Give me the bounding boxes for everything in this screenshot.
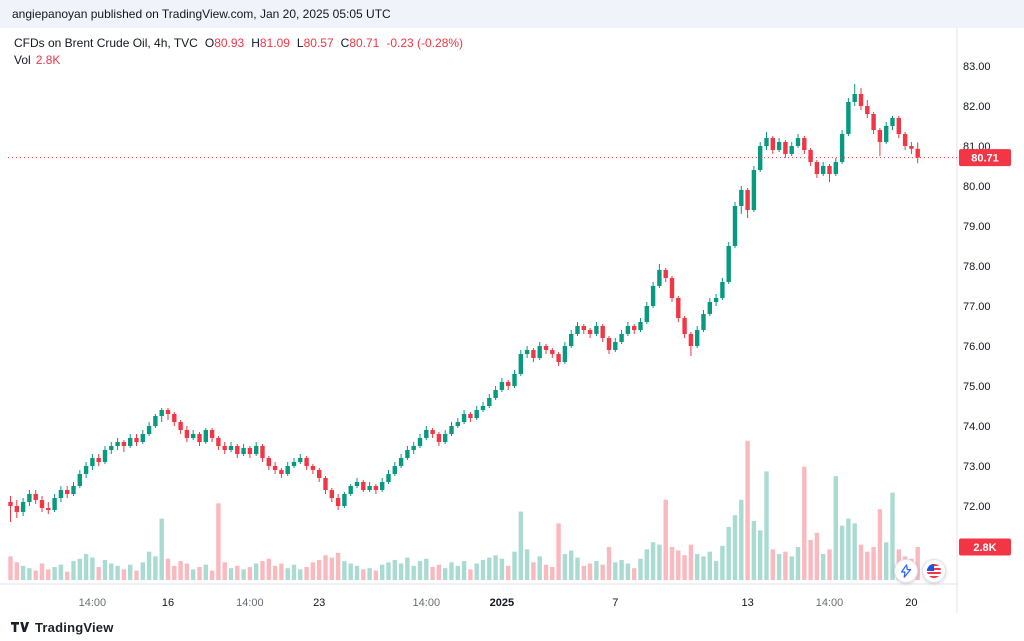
svg-text:78.00: 78.00 bbox=[963, 261, 991, 273]
chart-legend: CFDs on Brent Crude Oil, 4h, TVC O80.93 H8… bbox=[14, 36, 463, 68]
time-axis: 14:00 16 14:00 23 14:00 2025 7 13 14:00 20 bbox=[79, 597, 918, 609]
tradingview-logo-icon bbox=[11, 622, 30, 632]
candle-series bbox=[8, 84, 920, 522]
last-volume-badge bbox=[959, 538, 1011, 556]
svg-text:16: 16 bbox=[162, 597, 174, 609]
last-price-badge bbox=[959, 149, 1011, 167]
chart-region: 83.00 82.00 81.00 80.00 79.00 78.00 77.00 76.00… bbox=[0, 28, 1024, 613]
footer: TradingView bbox=[0, 613, 1024, 641]
ohlc-low: L80.57 bbox=[296, 36, 334, 50]
svg-text:2.8K: 2.8K bbox=[973, 542, 996, 554]
svg-text:14:00: 14:00 bbox=[816, 597, 844, 609]
svg-text:80.71: 80.71 bbox=[971, 153, 999, 165]
svg-text:14:00: 14:00 bbox=[79, 597, 107, 609]
attribution-bar: angiepanoyan published on TradingView.co… bbox=[0, 0, 1024, 28]
svg-text:7: 7 bbox=[612, 597, 618, 609]
boost-button[interactable] bbox=[894, 559, 918, 583]
svg-text:72.00: 72.00 bbox=[963, 501, 991, 513]
svg-text:23: 23 bbox=[313, 597, 325, 609]
volume-value: 2.8K bbox=[35, 53, 61, 67]
volume-label: Vol bbox=[14, 53, 31, 67]
svg-text:77.00: 77.00 bbox=[963, 301, 991, 313]
ohlc-high: H81.09 bbox=[251, 36, 290, 50]
svg-text:79.00: 79.00 bbox=[963, 221, 991, 233]
svg-text:75.00: 75.00 bbox=[963, 381, 991, 393]
svg-text:82.00: 82.00 bbox=[963, 101, 991, 113]
flag-button[interactable] bbox=[922, 559, 946, 583]
tradingview-logo[interactable]: TradingView bbox=[10, 619, 114, 635]
svg-text:2025: 2025 bbox=[490, 597, 514, 609]
change-value: -0.23 (-0.28%) bbox=[386, 36, 464, 50]
us-flag-icon bbox=[927, 564, 941, 578]
svg-text:20: 20 bbox=[905, 597, 917, 609]
svg-text:73.00: 73.00 bbox=[963, 461, 991, 473]
price-chart[interactable]: 83.0082.0081.0080.0079.0078.0077.0076.00… bbox=[0, 28, 1024, 613]
price-axis: 83.0082.0081.0080.0079.0078.0077.0076.00… bbox=[963, 61, 991, 513]
symbol-title[interactable]: CFDs on Brent Crude Oil, 4h, TVC bbox=[14, 36, 198, 50]
lightning-icon bbox=[901, 564, 912, 578]
attribution-text: angiepanoyan published on TradingView.co… bbox=[12, 7, 391, 21]
axis-separators bbox=[0, 28, 958, 613]
chart-action-buttons bbox=[894, 559, 946, 583]
svg-text:80.00: 80.00 bbox=[963, 181, 991, 193]
svg-text:74.00: 74.00 bbox=[963, 421, 991, 433]
svg-text:76.00: 76.00 bbox=[963, 341, 991, 353]
legend-row-ohlc: CFDs on Brent Crude Oil, 4h, TVC O80.93 H8… bbox=[14, 36, 463, 51]
svg-text:14:00: 14:00 bbox=[236, 597, 264, 609]
svg-text:13: 13 bbox=[741, 597, 753, 609]
volume-series bbox=[8, 440, 920, 580]
tradingview-wordmark: TradingView bbox=[35, 619, 114, 635]
ohlc-close: C80.71 bbox=[340, 36, 380, 50]
axis-badges: 80.71 2.8K bbox=[959, 149, 1011, 556]
svg-text:83.00: 83.00 bbox=[963, 61, 991, 73]
ohlc-open: O80.93 bbox=[204, 36, 245, 50]
legend-row-volume: Vol 2.8K bbox=[14, 53, 463, 68]
svg-text:14:00: 14:00 bbox=[413, 597, 441, 609]
